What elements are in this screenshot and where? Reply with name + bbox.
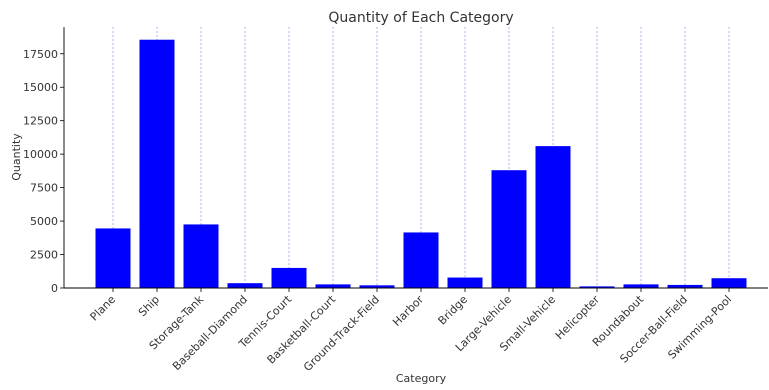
bar — [183, 224, 219, 288]
bar — [95, 228, 131, 288]
x-axis-label: Category — [396, 372, 447, 385]
bar — [623, 284, 659, 288]
bar — [535, 146, 571, 288]
x-tick-label: Bridge — [436, 293, 471, 328]
y-axis-label: Quantity — [10, 133, 23, 181]
bar — [227, 283, 263, 288]
bars-layer — [95, 39, 747, 288]
bar — [711, 278, 747, 288]
bar — [139, 39, 175, 288]
bar — [359, 285, 395, 288]
x-tick-label: Baseball-Diamond — [170, 293, 250, 373]
bar — [447, 277, 483, 288]
bar — [667, 284, 703, 288]
bar — [491, 170, 527, 288]
bar — [315, 284, 351, 288]
chart-title: Quantity of Each Category — [328, 10, 513, 26]
x-tick-label: Plane — [88, 293, 119, 324]
y-tick-label: 17500 — [23, 48, 58, 61]
x-tick-label: Ground-Track-Field — [301, 293, 382, 374]
y-tick-label: 5000 — [30, 215, 58, 228]
bar — [403, 232, 439, 288]
y-ticks-layer: 0 2500 5000 7500 10000 12500 15000 17500 — [23, 48, 64, 295]
bar — [271, 267, 307, 288]
y-tick-label: 0 — [51, 282, 58, 295]
y-tick-label: 7500 — [30, 182, 58, 195]
bar — [579, 286, 615, 288]
y-tick-label: 12500 — [23, 115, 58, 128]
x-tick-label: Harbor — [390, 293, 426, 329]
y-tick-label: 10000 — [23, 148, 58, 161]
axes-layer — [63, 27, 768, 289]
x-tick-label: Ship — [136, 293, 162, 319]
y-tick-label: 15000 — [23, 81, 58, 94]
x-ticks-layer: Plane ShipStorage-TankBaseball-DiamondTen… — [88, 288, 734, 374]
y-tick-label: 2500 — [30, 249, 58, 262]
